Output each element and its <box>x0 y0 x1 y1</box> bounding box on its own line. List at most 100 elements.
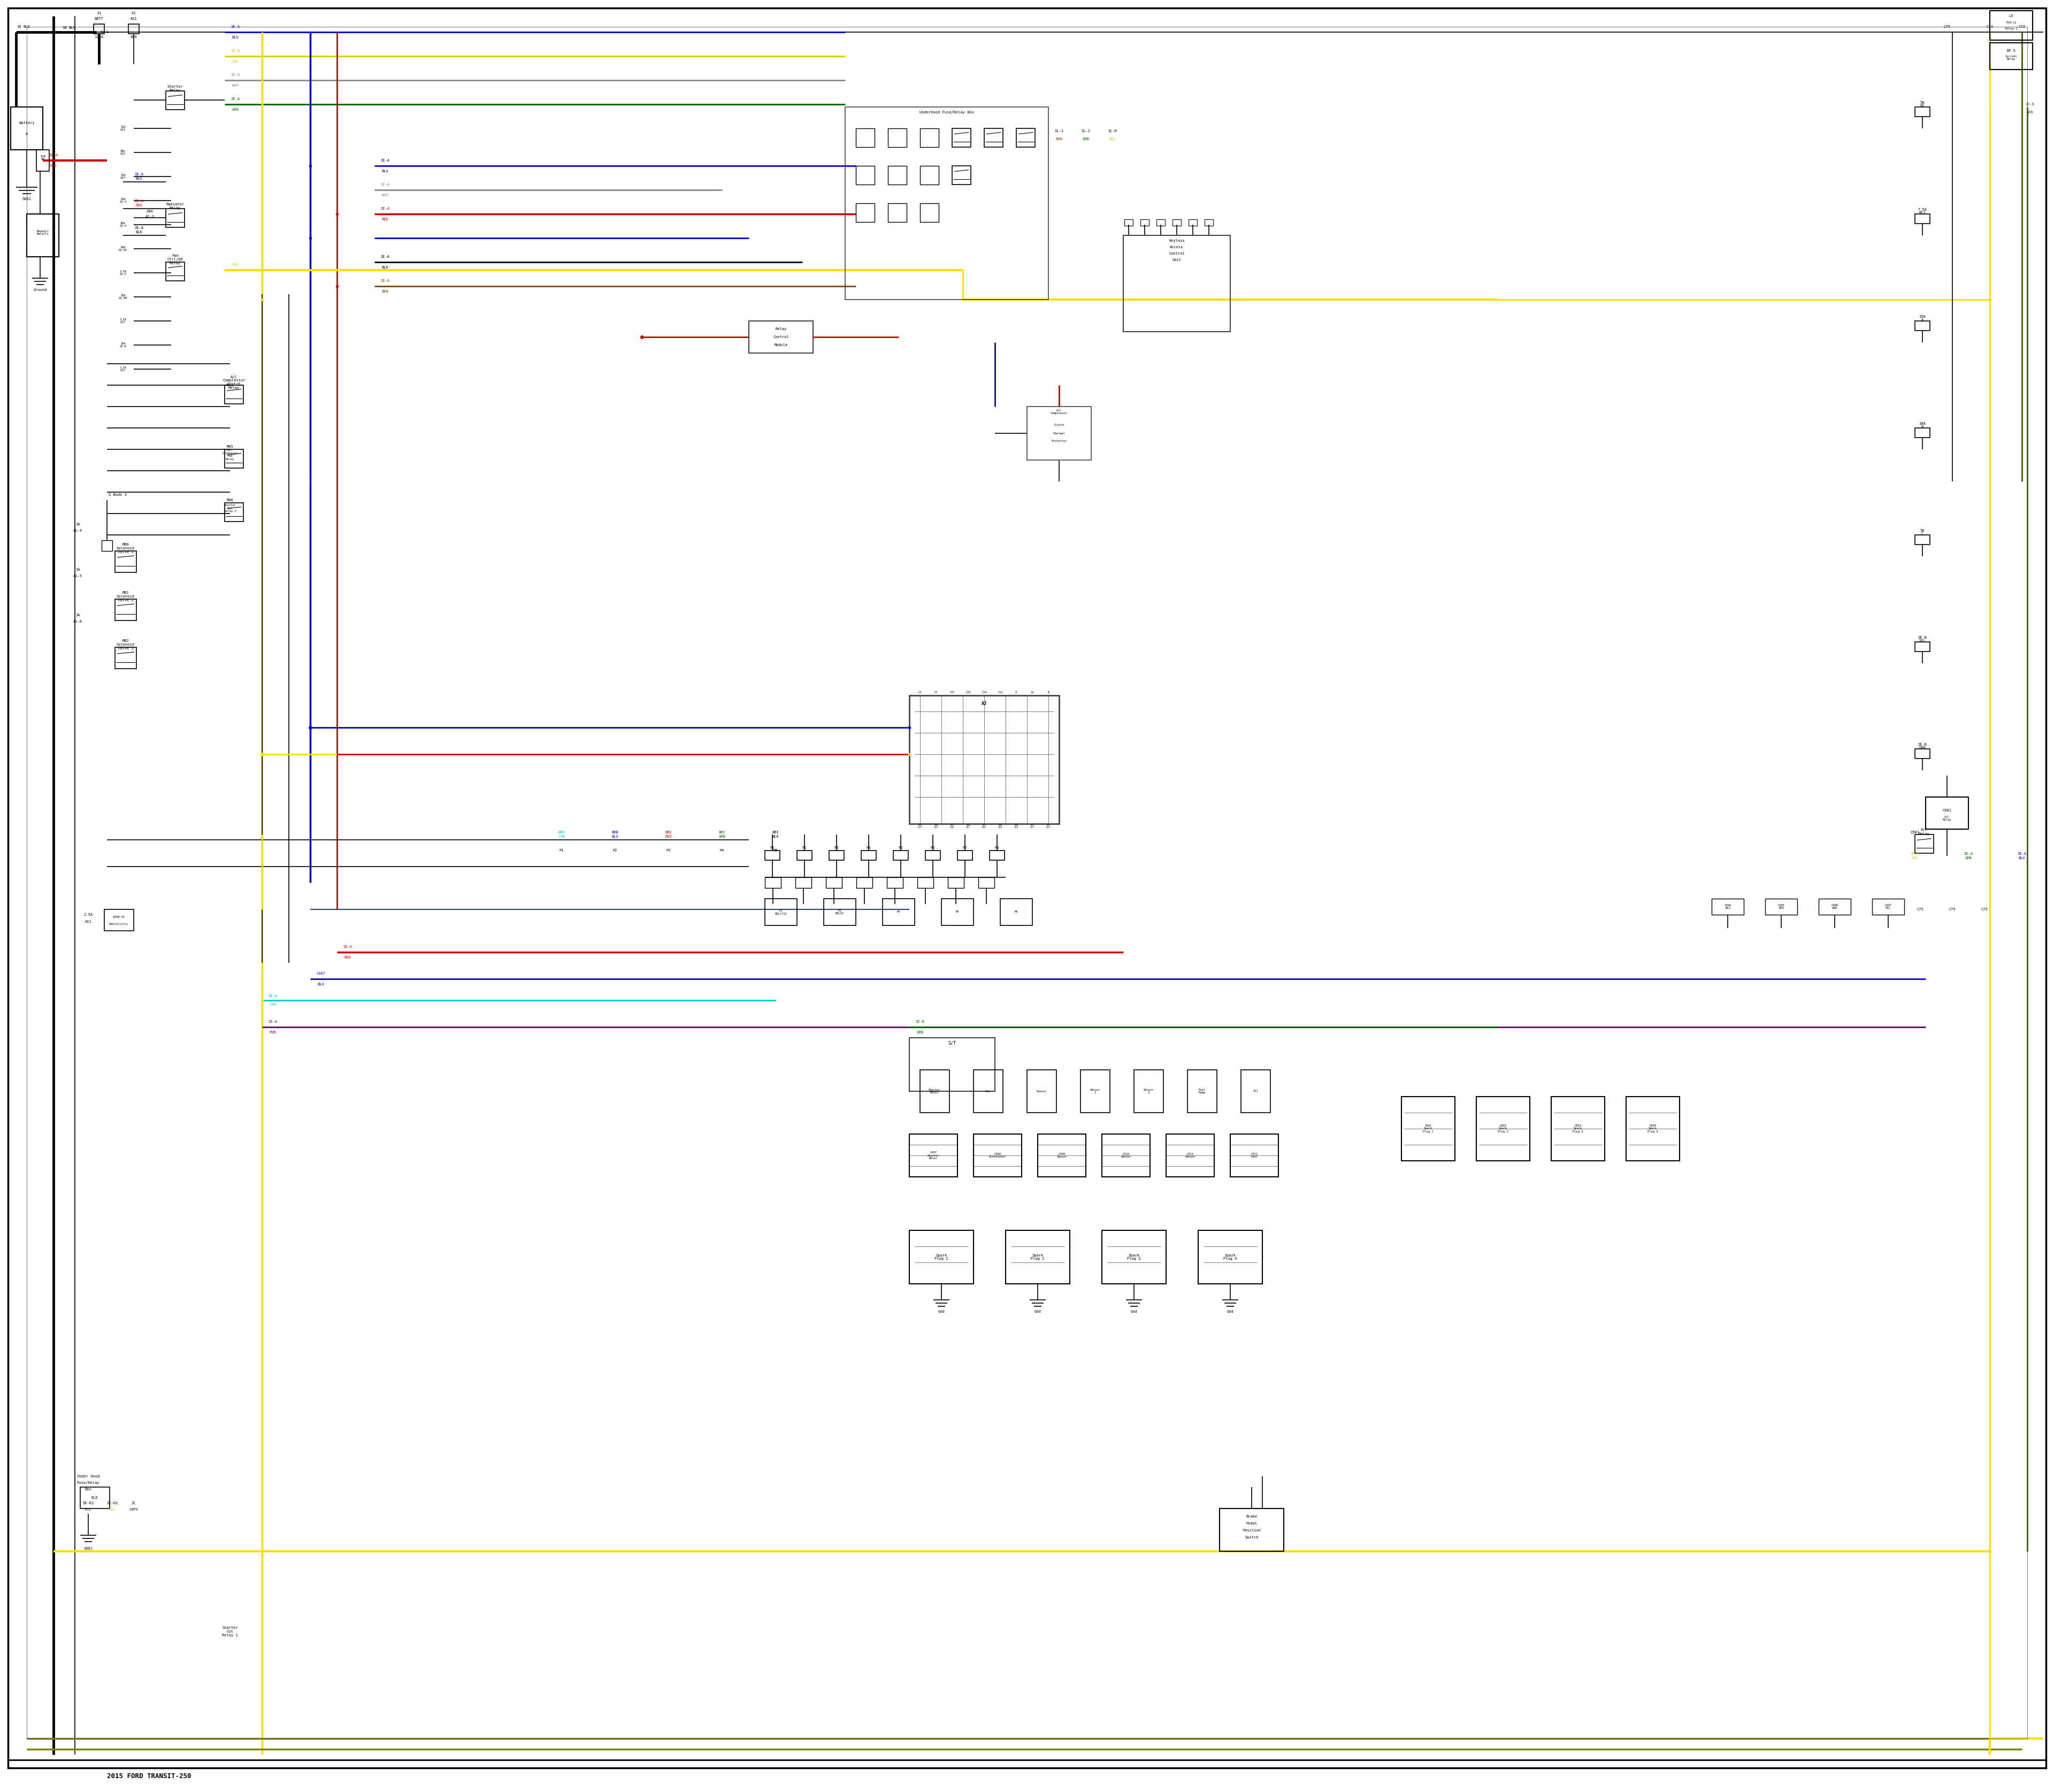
Text: C412
Fuel: C412 Fuel <box>1251 1152 1257 1158</box>
Bar <box>1871 898 1904 914</box>
Text: Radiator
Relay: Radiator Relay <box>166 202 185 210</box>
Text: F2: F2 <box>131 13 136 14</box>
Text: Protector: Protector <box>1052 441 1066 443</box>
Text: Pedal: Pedal <box>1247 1521 1257 1525</box>
Text: Underhood Fuse/Relay Box: Underhood Fuse/Relay Box <box>920 111 974 115</box>
Bar <box>1764 898 1797 914</box>
Text: BRB
BLU: BRB BLU <box>612 831 618 839</box>
Text: C4PS: C4PS <box>129 1507 138 1511</box>
Text: P2: P2 <box>803 846 807 849</box>
Text: 20A
A2-99: 20A A2-99 <box>119 294 127 299</box>
Text: Spark
Plug 4: Spark Plug 4 <box>1224 1254 1237 1260</box>
Text: IE-A
BLU: IE-A BLU <box>2017 853 2027 860</box>
Text: C404
BLU: C404 BLU <box>1723 903 1732 910</box>
Text: L5: L5 <box>2009 14 2013 18</box>
Text: R-L: R-L <box>84 1507 92 1511</box>
Bar <box>166 262 185 281</box>
Bar <box>1101 1231 1167 1283</box>
Bar <box>957 851 972 860</box>
Text: C75: C75 <box>1949 909 1955 910</box>
Text: BRI
BLK: BRI BLK <box>772 831 778 839</box>
Text: IL-R: IL-R <box>1107 129 1117 133</box>
Text: C410
Sensor: C410 Sensor <box>1121 1152 1132 1158</box>
Bar <box>1914 536 1931 545</box>
Text: ELD: ELD <box>90 1496 99 1500</box>
Text: Alt: Alt <box>986 1090 990 1093</box>
Text: BLU: BLU <box>318 982 325 986</box>
Bar <box>115 647 136 668</box>
Text: BLK: BLK <box>23 25 31 29</box>
Text: YEL: YEL <box>1109 138 1115 142</box>
Bar <box>974 1070 1002 1113</box>
Text: IE-B1: IE-B1 <box>82 1502 94 1505</box>
Text: BRI
GRY: BRI GRY <box>1031 824 1035 828</box>
Text: Sensor
2: Sensor 2 <box>1091 1088 1101 1095</box>
Text: 2.5A
A2-5: 2.5A A2-5 <box>119 271 127 276</box>
Text: GRN: GRN <box>232 108 238 111</box>
Bar <box>830 851 844 860</box>
Bar <box>1197 1231 1263 1283</box>
Bar <box>926 851 941 860</box>
Text: 1.5A
A17: 1.5A A17 <box>119 317 127 324</box>
Bar <box>857 167 875 185</box>
Bar <box>1914 213 1931 224</box>
Text: C75: C75 <box>1943 25 1951 29</box>
Text: Magneti
Marelli: Magneti Marelli <box>37 229 49 235</box>
Bar <box>1914 642 1931 652</box>
Bar <box>166 91 185 109</box>
Bar <box>1990 43 2033 70</box>
Text: A11: A11 <box>84 919 92 923</box>
Text: Starter
Relay: Starter Relay <box>166 84 183 91</box>
Text: P5: P5 <box>772 849 778 853</box>
Bar <box>1006 1231 1070 1283</box>
Bar <box>1241 1070 1269 1113</box>
Text: BATT: BATT <box>94 18 103 20</box>
Text: IE-A: IE-A <box>230 97 240 100</box>
Text: BRN: BRN <box>1056 138 1062 142</box>
Text: Spark
Plug 2: Spark Plug 2 <box>1031 1254 1045 1260</box>
Text: 2.5A: 2.5A <box>84 914 92 916</box>
Text: C602
Spark
Plug 2: C602 Spark Plug 2 <box>1497 1124 1508 1133</box>
Text: PCM-11: PCM-11 <box>2007 22 2017 23</box>
Bar <box>887 202 906 222</box>
Bar <box>27 213 60 256</box>
Text: Relay 2: Relay 2 <box>2005 27 2017 30</box>
Text: 1A: 1A <box>76 613 80 616</box>
Text: Sensitivity: Sensitivity <box>109 923 127 926</box>
Text: CYN: CYN <box>269 1004 275 1005</box>
Text: 10A
B: 10A B <box>1918 421 1927 428</box>
Bar <box>910 1134 957 1177</box>
Bar <box>1204 219 1214 226</box>
Bar <box>101 539 113 550</box>
Text: Thermal: Thermal <box>1054 432 1066 435</box>
Text: Position: Position <box>1243 1529 1261 1532</box>
Bar <box>920 202 939 222</box>
Text: RED: RED <box>382 217 388 220</box>
Text: BRB
BLK: BRB BLK <box>1015 824 1019 828</box>
Text: A/C
Relay: A/C Relay <box>1943 815 1951 821</box>
Text: 4x-G: 4x-G <box>101 30 109 34</box>
Text: BLU: BLU <box>382 170 388 172</box>
Text: M60
Solenoid
Valve 1: M60 Solenoid Valve 1 <box>117 543 136 554</box>
Text: IE-A
YEL: IE-A YEL <box>1910 853 1920 860</box>
Text: PUR: PUR <box>269 1030 275 1034</box>
Bar <box>1173 219 1181 226</box>
Bar <box>883 898 914 925</box>
Text: P1
REL/Y11: P1 REL/Y11 <box>774 909 787 916</box>
Bar <box>1401 1097 1454 1161</box>
Bar <box>37 151 49 172</box>
Bar <box>1027 1070 1056 1113</box>
Bar <box>953 129 972 147</box>
Text: BRI
GRN: BRI GRN <box>719 831 725 839</box>
Bar <box>978 878 994 889</box>
Bar <box>1027 407 1091 461</box>
Bar <box>1156 219 1165 226</box>
Text: IE-A: IE-A <box>380 159 390 161</box>
Text: M45: M45 <box>226 444 234 448</box>
Bar <box>1627 1097 1680 1161</box>
Text: A1-6: A1-6 <box>74 620 82 624</box>
Bar <box>764 878 781 889</box>
Text: C74: C74 <box>1986 25 1992 29</box>
Bar <box>1124 235 1230 332</box>
Text: IL-1: IL-1 <box>1054 129 1064 133</box>
